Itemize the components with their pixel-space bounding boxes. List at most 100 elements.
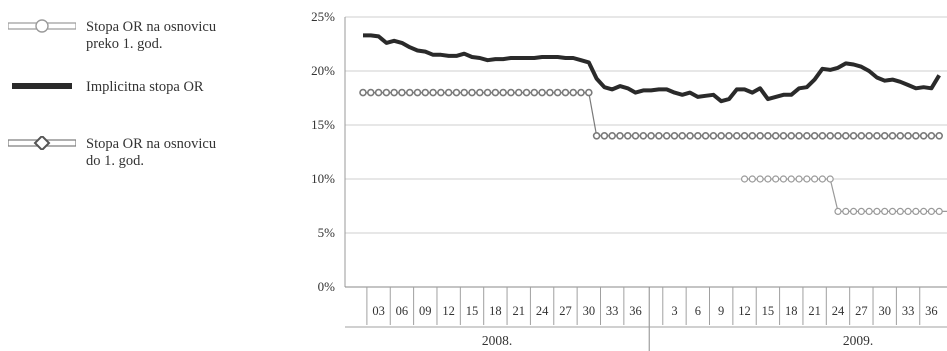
series-line-do <box>363 92 940 137</box>
data-point-do <box>880 132 889 140</box>
data-point-do <box>740 132 749 140</box>
data-point-preko <box>834 207 842 215</box>
x-tick-label: 6 <box>695 304 701 318</box>
data-point-do <box>475 88 484 97</box>
data-point-preko <box>920 207 928 215</box>
data-point-preko <box>849 207 858 215</box>
data-point-do <box>585 88 593 97</box>
data-point-preko <box>740 175 749 183</box>
data-point-do <box>491 88 500 97</box>
data-point-do <box>888 132 897 140</box>
y-tick-label: 20% <box>311 63 335 78</box>
data-point-do <box>553 88 562 97</box>
data-point-preko <box>881 207 889 215</box>
data-point-do <box>359 88 367 97</box>
data-point-do <box>686 132 694 140</box>
data-point-do <box>857 132 866 140</box>
data-point-do <box>444 88 453 97</box>
data-point-do <box>468 88 476 97</box>
data-point-do <box>779 132 788 140</box>
data-point-do <box>795 132 803 140</box>
data-point-do <box>592 132 601 140</box>
data-point-preko <box>904 207 912 215</box>
x-tick-label: 18 <box>785 304 798 318</box>
data-point-do <box>919 132 928 140</box>
y-tick-label: 5% <box>318 225 336 240</box>
legend-label-line: Implicitna stopa OR <box>86 79 204 95</box>
x-tick-label: 12 <box>738 304 751 318</box>
x-tick-label: 03 <box>372 304 385 318</box>
data-point-do <box>421 88 430 97</box>
x-tick-label: 27 <box>855 304 868 318</box>
x-tick-label: 09 <box>419 304 432 318</box>
data-point-do <box>483 88 492 97</box>
series-line-implicitna <box>363 33 941 104</box>
data-point-do <box>538 88 546 97</box>
data-point-do <box>810 132 819 140</box>
data-point-do <box>764 132 772 140</box>
data-point-do <box>803 132 811 140</box>
legend-item-do: Stopa OR na osnovicu do 1. god. <box>8 136 271 170</box>
x-tick-label: 30 <box>583 304 596 318</box>
data-point-do <box>569 88 578 97</box>
x-tick-label: 21 <box>808 304 821 318</box>
data-point-do <box>935 132 944 140</box>
data-point-do <box>771 132 780 140</box>
data-point-do <box>647 132 655 140</box>
data-point-do <box>608 132 616 140</box>
open-circle-line-icon <box>8 19 76 33</box>
data-point-do <box>631 132 640 140</box>
data-point-preko <box>818 175 827 183</box>
year-label: 2008. <box>482 333 512 348</box>
data-point-preko <box>927 207 936 215</box>
y-tick-label: 15% <box>311 117 335 132</box>
legend-label-line: Stopa OR na osnovicu <box>86 136 217 152</box>
data-point-do <box>849 132 858 140</box>
data-point-do <box>398 88 406 97</box>
data-point-do <box>826 132 835 140</box>
data-point-do <box>413 88 422 97</box>
data-point-preko <box>865 207 873 215</box>
data-point-do <box>616 132 624 140</box>
x-tick-label: 24 <box>832 304 845 318</box>
data-point-do <box>639 132 648 140</box>
data-point-do <box>429 88 437 97</box>
data-point-do <box>748 132 757 140</box>
data-point-preko <box>873 207 881 215</box>
data-point-do <box>437 88 445 97</box>
data-point-do <box>818 132 827 140</box>
data-point-preko <box>795 175 803 183</box>
data-point-do <box>694 132 702 140</box>
y-tick-label: 0% <box>318 279 336 294</box>
thick-line-icon <box>12 83 72 89</box>
legend-label-line: Stopa OR na osnovicu <box>86 19 217 35</box>
data-point-preko <box>779 175 788 183</box>
x-tick-label: 36 <box>629 304 642 318</box>
x-tick-label: 24 <box>536 304 549 318</box>
data-point-do <box>787 132 796 140</box>
data-point-do <box>530 88 539 97</box>
x-tick-label: 21 <box>512 304 525 318</box>
x-tick-label: 06 <box>396 304 409 318</box>
legend-item-implicitna: Implicitna stopa OR <box>8 79 271 96</box>
data-point-preko <box>857 207 865 215</box>
data-point-do <box>662 132 671 140</box>
data-point-preko <box>896 207 904 215</box>
x-tick-label: 15 <box>762 304 775 318</box>
x-tick-label: 36 <box>925 304 938 318</box>
data-point-do <box>834 132 842 140</box>
data-point-do <box>390 88 398 97</box>
data-point-preko <box>748 175 756 183</box>
data-point-do <box>896 132 905 140</box>
data-point-do <box>873 132 881 140</box>
gridlines <box>345 16 947 288</box>
data-point-do <box>717 132 725 140</box>
y-tick-label: 10% <box>311 171 335 186</box>
series-layer <box>359 33 947 215</box>
data-point-preko <box>826 175 834 183</box>
x-axis: 03 06 09 12 15 18 21 24 27 30 33 36 3 6 9 12 15 18 21 24 27 3… <box>344 17 947 351</box>
data-point-do <box>841 132 850 140</box>
data-point-preko <box>811 175 819 183</box>
legend-label: Implicitna stopa OR <box>86 79 271 96</box>
x-tick-label: 33 <box>902 304 915 318</box>
